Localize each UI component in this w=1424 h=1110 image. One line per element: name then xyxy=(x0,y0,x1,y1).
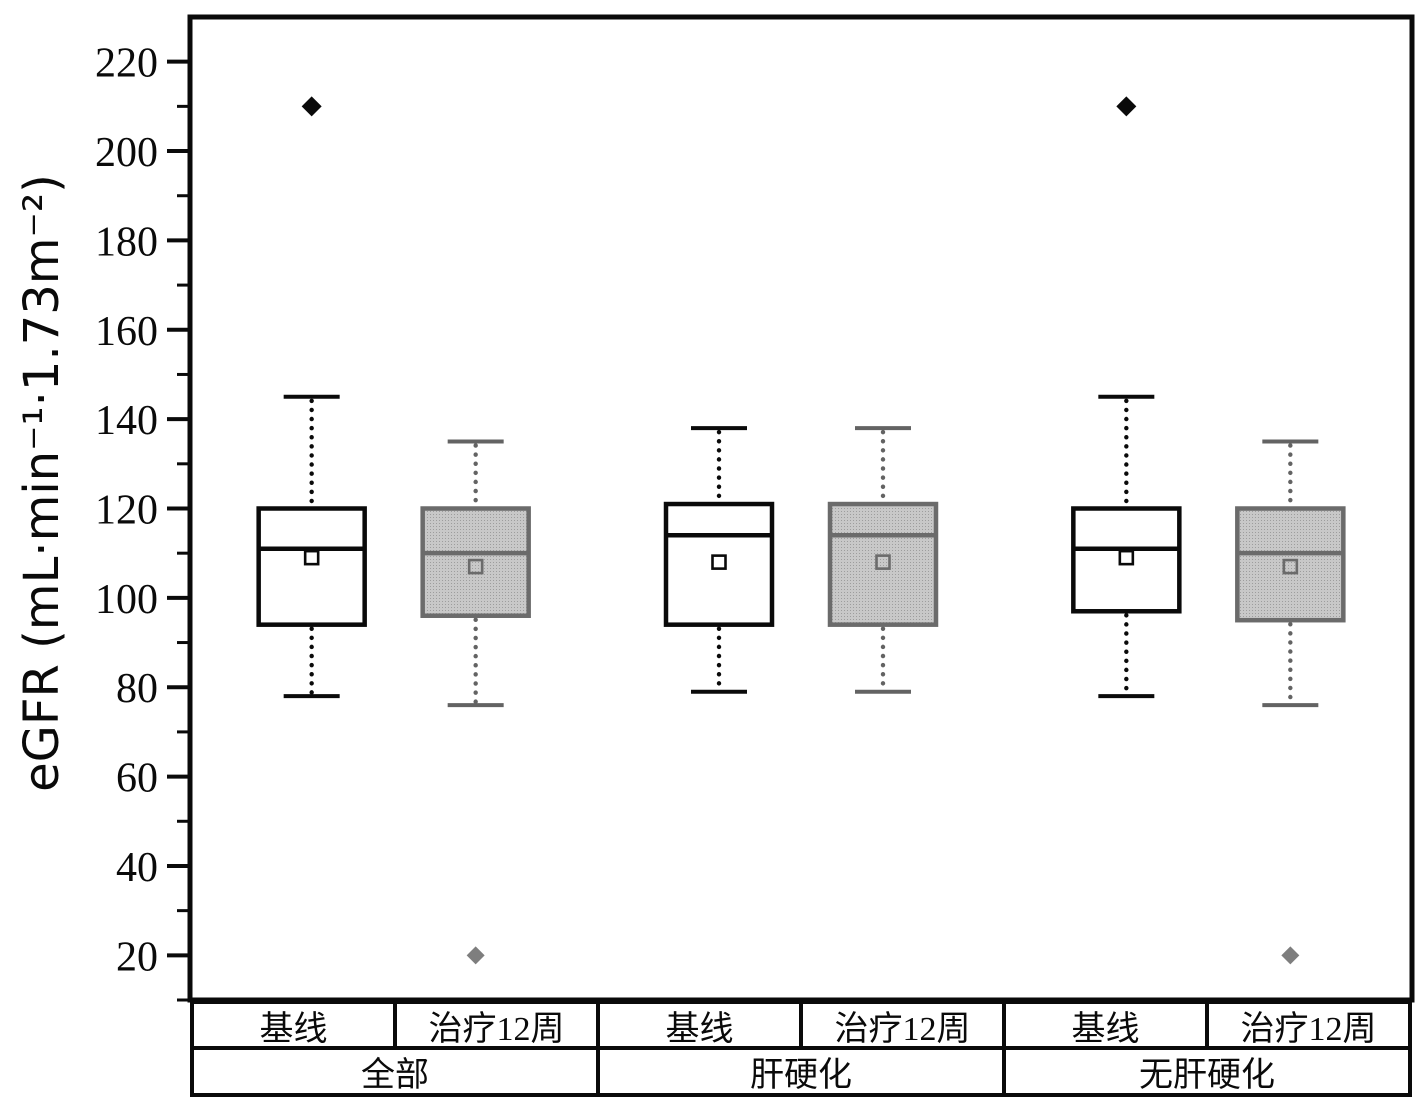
y-tick-label: 160 xyxy=(95,309,158,355)
group-cell: 全部 xyxy=(361,1057,429,1093)
y-tick-label: 120 xyxy=(95,488,158,534)
group-cell: 无肝硬化 xyxy=(1002,1050,1408,1093)
y-tick-label: 140 xyxy=(95,398,158,444)
y-tick-label: 220 xyxy=(95,41,158,87)
condition-cell: 治疗12周 xyxy=(393,1004,596,1046)
mean-marker xyxy=(467,558,484,575)
y-tick-label: 100 xyxy=(95,577,158,623)
box-肝硬化-基线 xyxy=(663,426,775,694)
group-row: 全部 肝硬化 无肝硬化 xyxy=(194,1050,1408,1093)
box-无肝硬化-治疗12周 xyxy=(1235,439,1346,965)
condition-cell: 治疗12周 xyxy=(799,1004,1002,1046)
box-肝硬化-治疗12周 xyxy=(827,426,939,694)
mean-marker xyxy=(875,554,891,570)
x-axis-table: 基线 治疗12周 基线 治疗12周 基线 治疗12周 全部 肝硬化 无肝硬化 xyxy=(190,1000,1412,1097)
condition-cell: 基线 xyxy=(259,1010,328,1047)
outlier-diamond xyxy=(1116,96,1137,117)
condition-cell: 治疗12周 xyxy=(1205,1004,1408,1046)
mean-marker xyxy=(1118,549,1135,566)
y-tick-label: 80 xyxy=(116,666,158,712)
condition-row: 基线 治疗12周 基线 治疗12周 基线 治疗12周 xyxy=(194,1004,1408,1050)
y-tick-label: 40 xyxy=(116,845,158,891)
y-tick-label: 180 xyxy=(95,219,158,265)
outlier-diamond xyxy=(466,946,485,965)
iqr-box xyxy=(256,506,367,627)
y-tick-label: 20 xyxy=(116,934,158,980)
box-全部-治疗12周 xyxy=(420,439,531,965)
mean-marker xyxy=(303,549,320,566)
group-cell: 肝硬化 xyxy=(596,1050,1002,1093)
condition-cell: 基线 xyxy=(596,1004,799,1046)
plot-frame xyxy=(187,14,1415,1003)
y-tick-label: 200 xyxy=(95,130,158,176)
box-全部-基线 xyxy=(256,96,367,699)
mean-marker xyxy=(711,554,727,570)
iqr-box xyxy=(1235,506,1346,623)
outlier-diamond xyxy=(1281,946,1300,965)
box-无肝硬化-基线 xyxy=(1071,96,1182,699)
outlier-diamond xyxy=(301,96,322,117)
condition-cell: 基线 xyxy=(1002,1004,1205,1046)
mean-marker xyxy=(1282,558,1299,575)
y-tick-label: 60 xyxy=(116,756,158,802)
